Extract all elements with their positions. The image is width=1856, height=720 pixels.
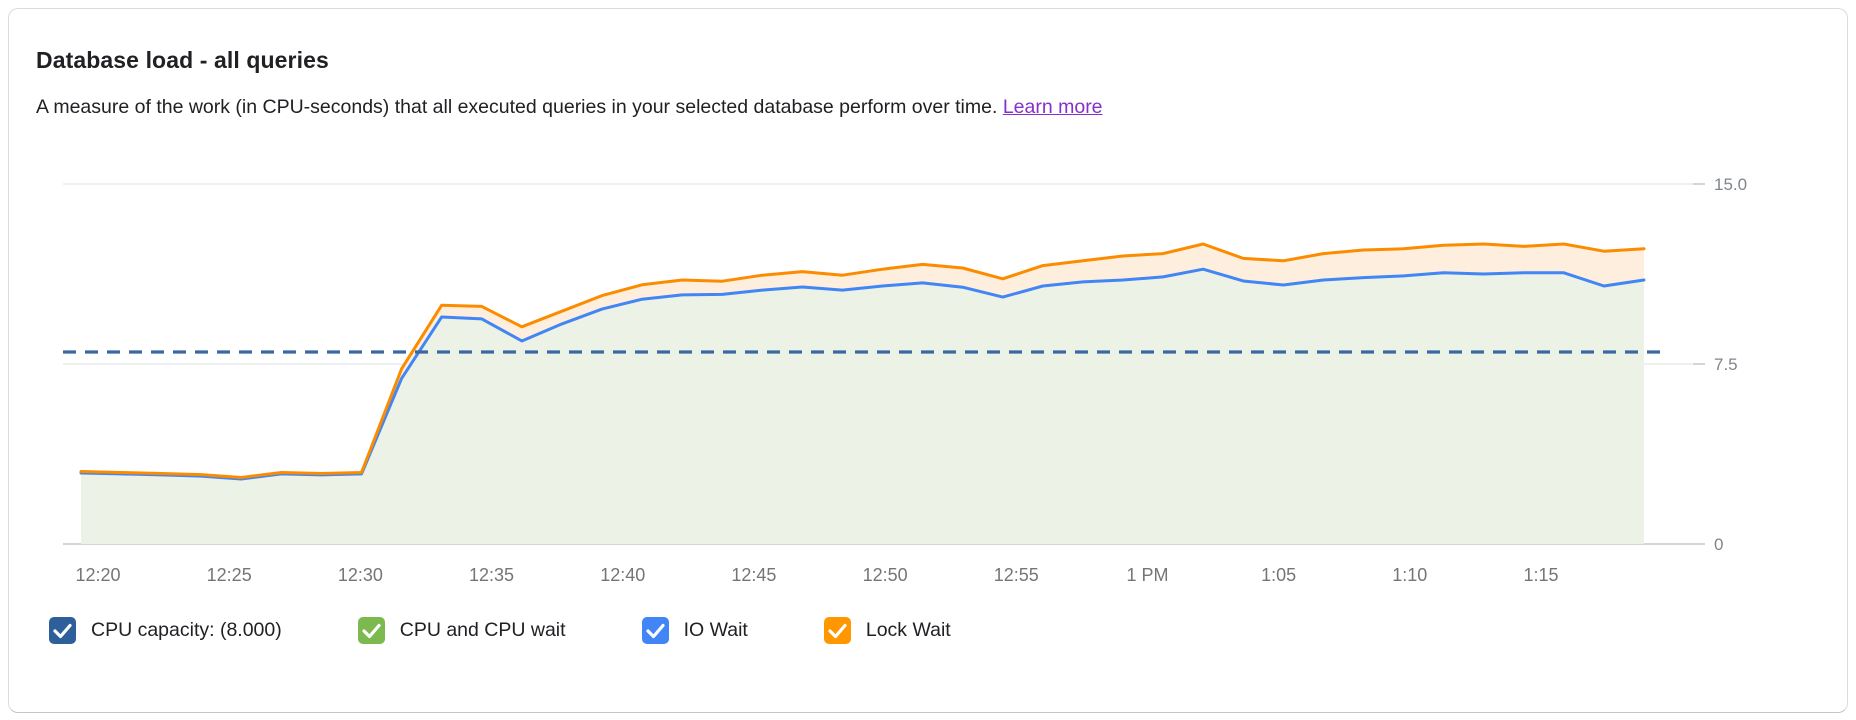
- cpu-capacity-checkbox[interactable]: [49, 617, 76, 644]
- svg-text:7.5: 7.5: [1714, 355, 1738, 374]
- legend-label: Lock Wait: [865, 619, 951, 641]
- cpu-wait-checkbox[interactable]: [357, 617, 385, 644]
- io-wait-checkbox[interactable]: [641, 617, 669, 644]
- check-icon: [828, 623, 847, 639]
- legend-item-io-wait[interactable]: IO Wait: [641, 617, 748, 644]
- chart-description: A measure of the work (in CPU-seconds) t…: [36, 96, 1847, 119]
- load-chart-svg[interactable]: 0 7.5 15.0 12:20 12:25 12:30 12:35 12:40 12:45 12…: [63, 169, 1763, 601]
- legend-item-lock-wait[interactable]: Lock Wait: [823, 617, 951, 644]
- svg-text:12:50: 12:50: [863, 565, 908, 585]
- svg-text:12:45: 12:45: [731, 565, 776, 585]
- svg-text:0: 0: [1714, 535, 1723, 554]
- check-icon: [53, 623, 72, 639]
- load-chart-area[interactable]: 0 7.5 15.0 12:20 12:25 12:30 12:35 12:40 12:45 12…: [63, 169, 1763, 601]
- chart-description-text: A measure of the work (in CPU-seconds) t…: [36, 96, 998, 118]
- chart-legend: CPU capacity: (8.000) CPU and CPU wait I…: [49, 617, 1847, 644]
- legend-label: IO Wait: [683, 619, 748, 641]
- legend-item-cpu-and-cpu-wait[interactable]: CPU and CPU wait: [357, 617, 566, 644]
- svg-text:1:05: 1:05: [1261, 565, 1296, 585]
- svg-text:12:35: 12:35: [469, 565, 514, 585]
- svg-text:1 PM: 1 PM: [1126, 565, 1168, 585]
- svg-text:12:20: 12:20: [75, 565, 120, 585]
- page-title: Database load - all queries: [36, 47, 329, 73]
- lock-wait-checkbox[interactable]: [823, 617, 851, 644]
- svg-text:12:55: 12:55: [994, 565, 1039, 585]
- card-header: Database load - all queries A measure of…: [9, 9, 1847, 119]
- check-icon: [645, 623, 665, 639]
- database-load-card: Database load - all queries A measure of…: [8, 8, 1848, 713]
- svg-text:12:25: 12:25: [207, 565, 252, 585]
- legend-label: CPU and CPU wait: [399, 619, 566, 641]
- svg-text:12:30: 12:30: [338, 565, 383, 585]
- svg-text:15.0: 15.0: [1714, 175, 1747, 194]
- svg-text:1:10: 1:10: [1392, 565, 1427, 585]
- svg-text:1:15: 1:15: [1523, 565, 1558, 585]
- legend-item-cpu-capacity[interactable]: CPU capacity: (8.000): [49, 617, 282, 644]
- legend-label: CPU capacity: (8.000): [91, 619, 282, 641]
- check-icon: [362, 623, 381, 639]
- learn-more-link[interactable]: Learn more: [1002, 96, 1103, 118]
- svg-text:12:40: 12:40: [600, 565, 645, 585]
